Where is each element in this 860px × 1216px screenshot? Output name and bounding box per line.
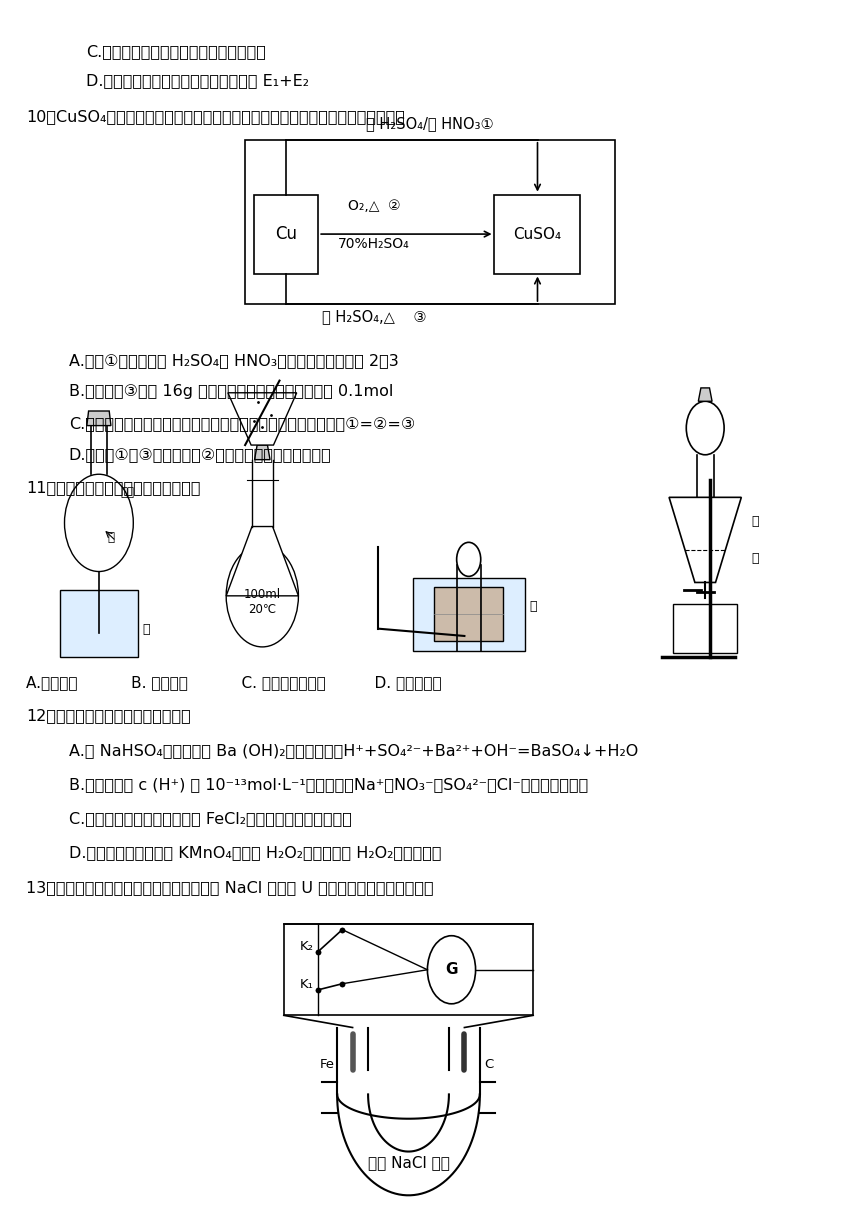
Polygon shape xyxy=(698,388,712,401)
Polygon shape xyxy=(87,411,111,426)
Text: C.改变催化剂，不能改变该反应的活化能: C.改变催化剂，不能改变该反应的活化能 xyxy=(86,44,266,58)
Polygon shape xyxy=(255,445,270,460)
Text: K₁: K₁ xyxy=(300,979,314,991)
Bar xyxy=(284,924,533,1015)
Text: G: G xyxy=(445,962,458,978)
Text: C: C xyxy=(484,1058,493,1071)
Text: 水: 水 xyxy=(142,624,150,636)
Text: 100ml
20℃: 100ml 20℃ xyxy=(243,587,281,617)
Text: 水: 水 xyxy=(108,531,114,544)
Text: 13、如右图，将铁棒和石量棒插入盛有饱和 NaCl 溶液的 U 型管中，下列分析正确的是: 13、如右图，将铁棒和石量棒插入盛有饱和 NaCl 溶液的 U 型管中，下列分析… xyxy=(26,880,433,895)
Text: 12、下列化学过程及其表述正确的是: 12、下列化学过程及其表述正确的是 xyxy=(26,708,191,722)
Bar xyxy=(245,140,615,304)
Text: D.与途径①、③相比，途径②更好地体现了绿色化学思想: D.与途径①、③相比，途径②更好地体现了绿色化学思想 xyxy=(69,447,332,462)
Text: B.由水电离的 c (H⁺) 为 10⁻¹³mol·L⁻¹的溶液中：Na⁺、NO₃⁻、SO₄²⁻、Cl⁻一定能大量共存: B.由水电离的 c (H⁺) 为 10⁻¹³mol·L⁻¹的溶液中：Na⁺、NO… xyxy=(69,777,588,792)
Text: D.有催化剂条件下，反应的活化能等于 E₁+E₂: D.有催化剂条件下，反应的活化能等于 E₁+E₂ xyxy=(86,73,309,88)
Text: 水: 水 xyxy=(752,552,759,565)
Text: 水: 水 xyxy=(529,601,537,613)
Text: 氯气: 氯气 xyxy=(120,486,134,499)
Text: C.可以用硫氰酸鿠溶液来检验 FeCl₂溶液中的溶质是否被氧化: C.可以用硫氰酸鿠溶液来检验 FeCl₂溶液中的溶质是否被氧化 xyxy=(69,811,352,826)
Text: O₂,△  ②: O₂,△ ② xyxy=(347,198,401,213)
Bar xyxy=(413,578,525,651)
Text: A.途径①所用混酸中 H₂SO₄与 HNO₃物质的量之比最好为 2：3: A.途径①所用混酸中 H₂SO₄与 HNO₃物质的量之比最好为 2：3 xyxy=(69,353,398,367)
Text: A.向 NaHSO₄溶液中滴入 Ba (OH)₂溶液至中性：H⁺+SO₄²⁻+Ba²⁺+OH⁻=BaSO₄↓+H₂O: A.向 NaHSO₄溶液中滴入 Ba (OH)₂溶液至中性：H⁺+SO₄²⁻+B… xyxy=(69,743,638,758)
Circle shape xyxy=(427,936,476,1004)
Circle shape xyxy=(457,542,481,576)
Bar xyxy=(673,604,737,653)
Bar xyxy=(494,195,580,274)
Text: K₂: K₂ xyxy=(300,940,314,953)
Text: 10、CuSO₄是一种重要的化工原料，其有关制备途径如图所示。下列说法正确的是: 10、CuSO₄是一种重要的化工原料，其有关制备途径如图所示。下列说法正确的是 xyxy=(26,109,405,124)
Text: 11、下列有关实验原理或操作正确的是: 11、下列有关实验原理或操作正确的是 xyxy=(26,480,200,495)
Text: Fe: Fe xyxy=(319,1058,335,1071)
Text: 苯: 苯 xyxy=(752,514,759,528)
Text: C.生成等量的硫酸铜，三个途径中参加反应的硫酸的物质的量：①=②=③: C.生成等量的硫酸铜，三个途径中参加反应的硫酸的物质的量：①=②=③ xyxy=(69,416,415,430)
Text: Cu: Cu xyxy=(275,225,297,243)
Polygon shape xyxy=(226,527,298,596)
Polygon shape xyxy=(228,393,297,445)
Polygon shape xyxy=(669,497,741,582)
Text: 70%H₂SO₄: 70%H₂SO₄ xyxy=(338,237,410,252)
Text: B.利用途径③制备 16g 硫酸铜，消耗硫酸的物质的量为 0.1mol: B.利用途径③制备 16g 硫酸铜，消耗硫酸的物质的量为 0.1mol xyxy=(69,384,393,399)
Bar xyxy=(434,586,503,642)
Text: CuSO₄: CuSO₄ xyxy=(513,226,562,242)
Text: A.喷泉实验           B. 转移溶液           C. 收集氯化氢气体          D. 分离苯和水: A.喷泉实验 B. 转移溶液 C. 收集氯化氢气体 D. 分离苯和水 xyxy=(26,675,441,689)
Bar xyxy=(60,590,138,657)
Circle shape xyxy=(226,545,298,647)
Text: D.可以用浓盐酸酸化的 KMnO₄溶液与 H₂O₂混合，证明 H₂O₂具有还原性: D.可以用浓盐酸酸化的 KMnO₄溶液与 H₂O₂混合，证明 H₂O₂具有还原性 xyxy=(69,845,441,860)
Circle shape xyxy=(64,474,133,572)
Text: 饱和 NaCl 溶液: 饱和 NaCl 溶液 xyxy=(367,1155,450,1170)
Circle shape xyxy=(686,401,724,455)
Text: 稀 H₂SO₄/稀 HNO₃①: 稀 H₂SO₄/稀 HNO₃① xyxy=(366,117,494,131)
Bar xyxy=(254,195,318,274)
Text: 浓 H₂SO₄,△    ③: 浓 H₂SO₄,△ ③ xyxy=(322,309,427,323)
